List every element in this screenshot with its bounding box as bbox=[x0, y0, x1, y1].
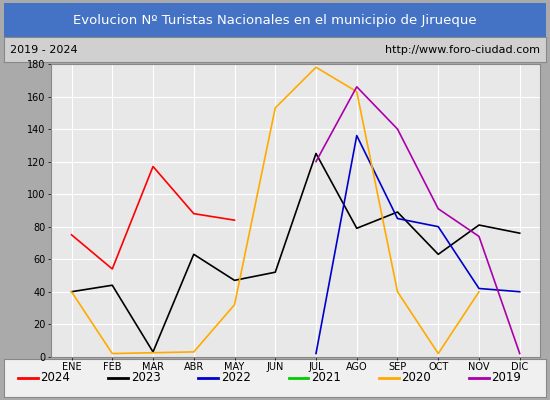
Text: Evolucion Nº Turistas Nacionales en el municipio de Jirueque: Evolucion Nº Turistas Nacionales en el m… bbox=[73, 14, 477, 27]
Text: 2021: 2021 bbox=[311, 371, 341, 384]
Text: http://www.foro-ciudad.com: http://www.foro-ciudad.com bbox=[385, 45, 540, 55]
Text: 2024: 2024 bbox=[41, 371, 70, 384]
Text: 2020: 2020 bbox=[402, 371, 431, 384]
Text: 2019 - 2024: 2019 - 2024 bbox=[10, 45, 78, 55]
Text: 2023: 2023 bbox=[131, 371, 161, 384]
Text: 2022: 2022 bbox=[221, 371, 251, 384]
Text: 2019: 2019 bbox=[492, 371, 521, 384]
